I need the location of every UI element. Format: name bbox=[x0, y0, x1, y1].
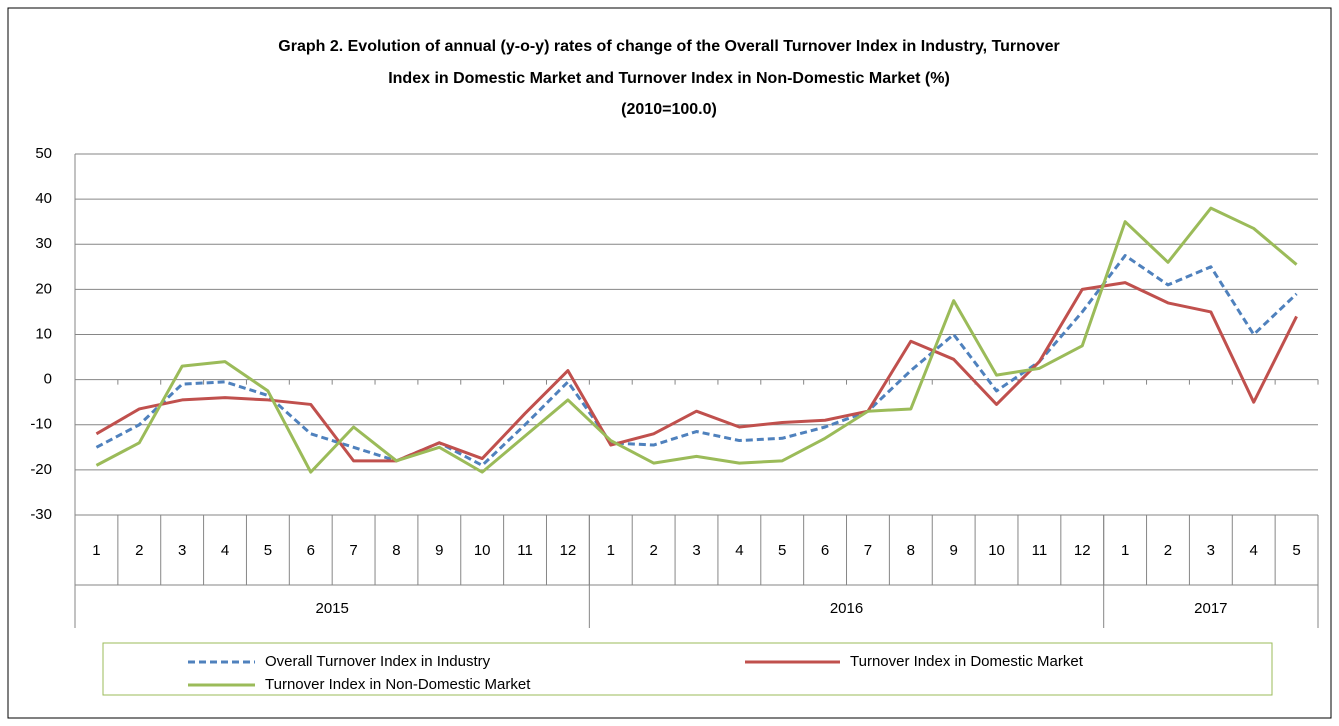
y-tick-label: 10 bbox=[35, 325, 52, 342]
legend-label: Turnover Index in Non-Domestic Market bbox=[265, 676, 531, 693]
y-tick-label: 20 bbox=[35, 280, 52, 297]
group-label: 2016 bbox=[830, 600, 863, 617]
chart-title: Graph 2. Evolution of annual (y-o-y) rat… bbox=[278, 38, 1059, 55]
x-tick-label: 12 bbox=[1074, 542, 1091, 559]
legend-label: Turnover Index in Domestic Market bbox=[850, 653, 1084, 670]
x-tick-label: 2 bbox=[649, 542, 657, 559]
x-tick-label: 3 bbox=[1207, 542, 1215, 559]
y-tick-label: 0 bbox=[44, 371, 52, 388]
x-tick-label: 3 bbox=[178, 542, 186, 559]
x-tick-label: 5 bbox=[1292, 542, 1300, 559]
y-tick-label: -20 bbox=[30, 461, 52, 478]
y-tick-label: 30 bbox=[35, 235, 52, 252]
x-tick-label: 4 bbox=[221, 542, 229, 559]
group-label: 2015 bbox=[315, 600, 348, 617]
x-tick-label: 5 bbox=[264, 542, 272, 559]
group-label: 2017 bbox=[1194, 600, 1227, 617]
x-tick-label: 4 bbox=[1250, 542, 1258, 559]
x-tick-label: 4 bbox=[735, 542, 743, 559]
x-tick-label: 9 bbox=[435, 542, 443, 559]
x-tick-label: 8 bbox=[907, 542, 915, 559]
x-tick-label: 6 bbox=[307, 542, 315, 559]
x-tick-label: 2 bbox=[1164, 542, 1172, 559]
x-tick-label: 5 bbox=[778, 542, 786, 559]
series-line bbox=[95, 281, 1298, 463]
x-tick-label: 1 bbox=[92, 542, 100, 559]
x-tick-label: 2 bbox=[135, 542, 143, 559]
chart-title: (2010=100.0) bbox=[621, 101, 717, 118]
chart-title: Index in Domestic Market and Turnover In… bbox=[388, 70, 950, 87]
y-tick-label: 40 bbox=[35, 190, 52, 207]
x-tick-label: 7 bbox=[864, 542, 872, 559]
x-tick-label: 12 bbox=[560, 542, 577, 559]
y-tick-label: 50 bbox=[35, 145, 52, 162]
series-line bbox=[95, 206, 1298, 474]
series-line bbox=[95, 254, 1298, 467]
x-tick-label: 3 bbox=[692, 542, 700, 559]
legend-label: Overall Turnover Index in Industry bbox=[265, 653, 491, 670]
y-tick-label: -30 bbox=[30, 506, 52, 523]
y-tick-label: -10 bbox=[30, 416, 52, 433]
x-tick-label: 1 bbox=[607, 542, 615, 559]
x-tick-label: 6 bbox=[821, 542, 829, 559]
x-tick-label: 9 bbox=[950, 542, 958, 559]
x-tick-label: 10 bbox=[988, 542, 1005, 559]
x-tick-label: 7 bbox=[349, 542, 357, 559]
legend-box bbox=[102, 642, 1273, 696]
x-tick-label: 11 bbox=[1032, 542, 1048, 559]
x-tick-label: 10 bbox=[474, 542, 491, 559]
x-tick-label: 11 bbox=[517, 542, 533, 559]
x-tick-label: 8 bbox=[392, 542, 400, 559]
x-tick-label: 1 bbox=[1121, 542, 1129, 559]
